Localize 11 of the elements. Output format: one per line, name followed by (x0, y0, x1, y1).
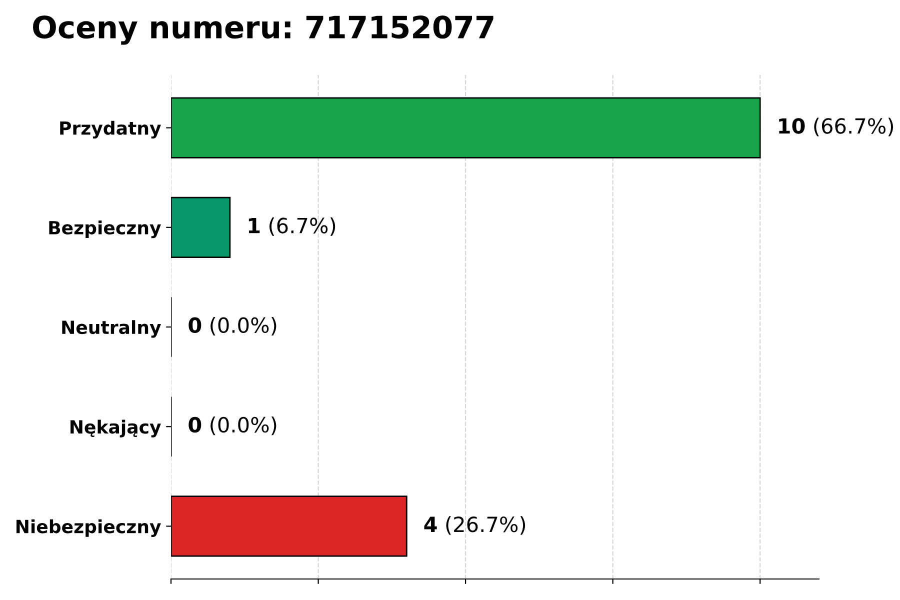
chart-title: Oceny numeru: 717152077 (33, 16, 494, 45)
data-label: 0 (0.0%) (188, 316, 276, 336)
data-label: 1 (6.7%) (248, 217, 336, 236)
y-tick-label: Niebezpieczny (16, 519, 161, 537)
y-tick-label: Przydatny (60, 120, 161, 139)
data-label: 4 (26.7%) (424, 516, 526, 535)
data-label: 0 (0.0%) (188, 416, 276, 436)
y-tick-label: Neutralny (62, 320, 161, 338)
y-tick-label: Bezpieczny (49, 220, 161, 238)
data-label: 10 (66.7%) (779, 118, 894, 136)
y-tick-label: Nękający (70, 420, 161, 438)
